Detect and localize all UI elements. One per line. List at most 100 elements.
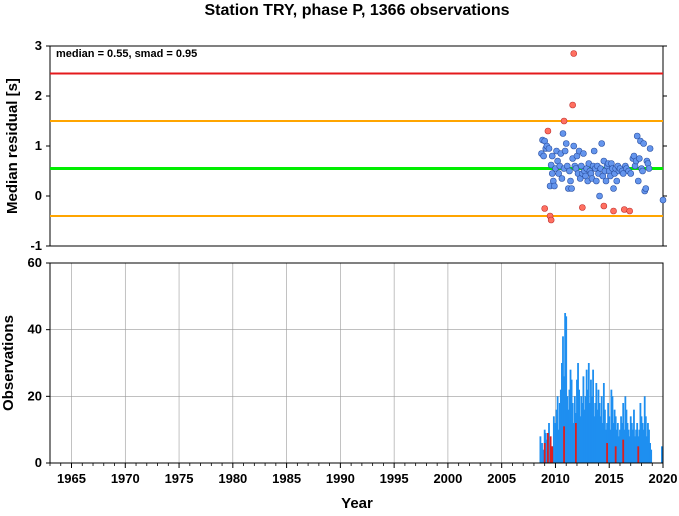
y-axis-ticks: -1 0 1 2 3 xyxy=(30,38,667,253)
scatter-point xyxy=(551,182,558,190)
bar xyxy=(614,446,617,463)
scatter-point xyxy=(610,207,617,215)
scatter-point xyxy=(626,207,633,215)
bar xyxy=(588,403,591,463)
bar xyxy=(587,363,590,463)
histogram-bars xyxy=(539,313,663,463)
bar xyxy=(539,436,542,463)
scatter-point xyxy=(541,205,549,212)
bar xyxy=(661,446,663,463)
scatter-point xyxy=(560,117,568,125)
bar xyxy=(614,416,617,463)
bar xyxy=(639,403,642,463)
bar xyxy=(592,369,594,463)
bar xyxy=(591,396,593,463)
bar xyxy=(626,423,629,463)
scatter-point xyxy=(613,177,621,185)
bar xyxy=(561,363,563,463)
bar xyxy=(612,423,615,463)
bar xyxy=(576,379,578,463)
scatter-point xyxy=(633,132,641,140)
bar xyxy=(573,396,576,463)
bar xyxy=(605,429,607,463)
scatter-point xyxy=(568,185,575,192)
scatter-point xyxy=(634,177,642,185)
bar xyxy=(562,336,564,463)
scatter-point xyxy=(598,140,606,147)
bar xyxy=(609,429,612,463)
bar xyxy=(571,403,574,463)
bar xyxy=(633,409,635,463)
scatter-point xyxy=(590,147,598,155)
bar xyxy=(598,403,601,463)
bar xyxy=(559,389,562,463)
bar xyxy=(635,429,638,463)
bar xyxy=(585,369,588,463)
scatter-point xyxy=(558,175,566,182)
bar xyxy=(595,383,598,463)
scatter-point xyxy=(659,196,667,204)
scatter-point xyxy=(577,162,585,170)
bar xyxy=(610,389,613,463)
bar xyxy=(572,423,575,463)
bar xyxy=(579,416,582,463)
bar xyxy=(608,416,611,463)
bar xyxy=(594,403,597,463)
bar xyxy=(549,436,552,463)
scatter-point xyxy=(544,127,552,135)
bar xyxy=(650,449,653,463)
scatter-point xyxy=(642,185,650,192)
bar xyxy=(645,436,648,463)
bar xyxy=(644,416,647,463)
bar xyxy=(542,449,545,463)
bar xyxy=(641,423,644,463)
bar xyxy=(615,429,618,463)
scatter-point xyxy=(569,101,576,109)
y-tick-label: 20 xyxy=(28,388,42,403)
bar xyxy=(648,429,650,463)
x-tick-label: 1970 xyxy=(111,471,140,486)
scatter-point xyxy=(639,167,646,175)
scatter-point xyxy=(579,204,586,211)
scatter-point xyxy=(596,192,603,200)
y-tick-label: 0 xyxy=(35,455,42,470)
bar xyxy=(629,416,632,463)
x-tick-label: 1975 xyxy=(165,471,194,486)
bar xyxy=(606,443,608,463)
bar xyxy=(643,396,646,463)
bar xyxy=(622,439,625,463)
bar xyxy=(627,429,630,463)
bar xyxy=(552,416,555,463)
bar xyxy=(620,416,622,463)
bar xyxy=(600,396,603,463)
bar xyxy=(543,443,546,463)
observations-panel: 0 20 40 60 1965 1970 1975 1980 1985 1990 1995 2000… xyxy=(0,255,677,512)
bar xyxy=(623,429,626,463)
scatter-point xyxy=(602,177,610,185)
scatter-point xyxy=(619,170,627,177)
bar xyxy=(604,409,606,463)
bar xyxy=(547,433,549,463)
y-axis-label-observations: Observations xyxy=(0,315,17,411)
scatter-point xyxy=(593,177,600,185)
bar xyxy=(583,409,586,463)
residual-panel: -1 0 1 2 3 median = 0.55, smad = 0.95 Median… xyxy=(4,38,667,253)
bar xyxy=(582,376,585,463)
bar xyxy=(567,409,570,463)
bar xyxy=(621,423,624,463)
scatter-point xyxy=(555,170,562,177)
x-tick-label: 2005 xyxy=(487,471,516,486)
scatter-point xyxy=(636,155,643,162)
scatter-point xyxy=(547,161,555,169)
bar xyxy=(584,396,587,463)
bar xyxy=(568,389,571,463)
scatter-point xyxy=(548,170,556,177)
y-axis-ticks: 0 20 40 60 xyxy=(28,255,50,470)
bar xyxy=(544,433,547,463)
y-axis-label-residual: Median residual [s] xyxy=(4,78,21,214)
bar xyxy=(581,403,584,463)
residual-panel-frame xyxy=(49,45,664,247)
bar xyxy=(649,443,651,463)
x-tick-label: 2000 xyxy=(433,471,462,486)
bar xyxy=(564,313,567,463)
